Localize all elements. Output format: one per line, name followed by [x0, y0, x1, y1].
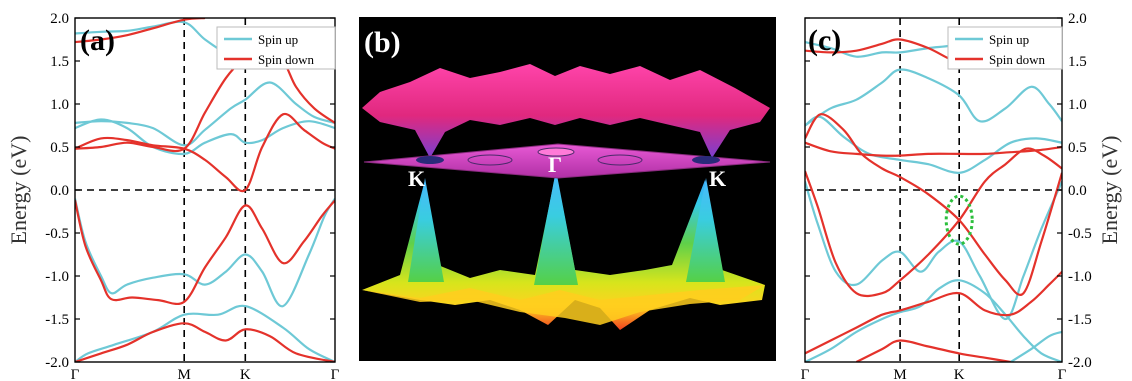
- spin-up-band-4-a: [75, 81, 335, 147]
- contour-1: [467, 154, 513, 166]
- legend-label-spin-down-a: Spin down: [258, 52, 314, 67]
- spin-down-band-1-a: [75, 322, 335, 362]
- legend-label-spin-up-a: Spin up: [258, 32, 298, 47]
- spin-up-band-1-a: [75, 304, 335, 362]
- y-axis-label-c: Energy (eV): [1097, 136, 1122, 245]
- valence-band-floor: [362, 285, 765, 325]
- spin-down-band-2-a: [75, 199, 335, 306]
- spin-up-band-1-c: [805, 180, 1062, 321]
- spin-up-band-3-a: [75, 118, 335, 156]
- k-point-label-right: K: [709, 166, 726, 191]
- y-tick-label-a: -1.0: [45, 269, 69, 285]
- legend-c: Spin up Spin down: [947, 26, 1063, 70]
- panel-label-c: (c): [808, 24, 841, 57]
- spin-up-band-5-c: [805, 68, 1062, 127]
- spin-up-band-4-c: [805, 115, 1062, 174]
- x-tick-label-γ-a: Γ: [71, 367, 80, 381]
- panel-label-a: (a): [80, 24, 115, 57]
- contour-2: [597, 154, 643, 166]
- x-tick-label-m-a: M: [178, 367, 191, 381]
- panel-label-b: (b): [364, 26, 401, 59]
- y-axis-label-a: Energy (eV): [6, 136, 31, 245]
- dirac-point-right: [692, 156, 720, 164]
- x-tick-label-k-a: K: [240, 367, 251, 381]
- y-tick-label-a: -1.5: [45, 312, 69, 328]
- spin-up-band-2-c: [805, 279, 1062, 362]
- y-tick-label-c: 1.5: [1068, 54, 1087, 70]
- x-tick-label-γ-c: Γ: [1058, 367, 1067, 381]
- spin-down-band-3-c: [805, 113, 1062, 296]
- y-tick-label-a: 2.0: [50, 11, 69, 27]
- cone-center: [534, 170, 578, 285]
- y-tick-label-c: 2.0: [1068, 11, 1087, 27]
- k-point-label-left: K: [408, 166, 425, 191]
- y-tick-label-c: -2.0: [1068, 355, 1092, 371]
- y-tick-label-c: 1.0: [1068, 97, 1087, 113]
- x-tick-label-γ-a: Γ: [331, 367, 340, 381]
- gamma-point-label: Γ: [548, 152, 562, 177]
- legend-box-a: [216, 26, 336, 70]
- spin-down-band-4-c: [805, 141, 1062, 157]
- y-tick-label-c: -0.5: [1068, 226, 1092, 242]
- band-structure-panel-a: -2.0-1.5-1.0-0.50.00.51.01.52.0Γ M K Γ (a) …: [6, 11, 340, 381]
- cone-left: [408, 178, 444, 282]
- legend-label-spin-up-c: Spin up: [989, 32, 1029, 47]
- legend-box-c: [947, 26, 1063, 70]
- spin-up-band-3-c: [1010, 330, 1062, 362]
- spin-down-band-6-c: [855, 339, 1011, 362]
- spin-down-band-2-c: [805, 270, 1062, 355]
- y-tick-label-c: 0.5: [1068, 140, 1087, 156]
- spin-down-band-3-a: [75, 112, 335, 193]
- spin-down-band-1-c: [805, 147, 1062, 298]
- plot-area-c: -2.0 -1.5 -1.0 -0.5 0.0 0.5 1.0 1.5 2.0 Γ M K Γ: [801, 11, 1092, 381]
- x-tick-label-γ-c: Γ: [801, 367, 810, 381]
- y-tick-label-a: 1.0: [50, 97, 69, 113]
- gamma-point-contour: [537, 147, 575, 157]
- spin-down-band-5-a: [75, 18, 206, 44]
- y-tick-label-c: -1.0: [1068, 269, 1092, 285]
- brillouin-zone-plane: [363, 143, 771, 179]
- legend-label-spin-down-c: Spin down: [989, 52, 1045, 67]
- brillouin-zone-3d-panel: (b) K Γ K: [359, 17, 776, 361]
- bands-a: [75, 18, 335, 362]
- y-tick-label-a: 1.5: [50, 54, 69, 70]
- y-tick-label-c: -1.5: [1068, 312, 1092, 328]
- cone-right: [686, 178, 725, 282]
- y-tick-label-a: 0.5: [50, 140, 69, 156]
- y-tick-label-a: 0.0: [50, 183, 69, 199]
- spin-down-band-4-a: [75, 42, 335, 153]
- y-tick-label-a: -2.0: [45, 355, 69, 371]
- dirac-cone-highlight-ellipse: [944, 194, 974, 246]
- legend-a: Spin up Spin down: [216, 26, 336, 70]
- y-tick-label-c: 0.0: [1068, 183, 1087, 199]
- x-tick-label-m-c: M: [893, 367, 906, 381]
- spin-up-band-2-a: [75, 198, 335, 308]
- conduction-band-surface: [362, 64, 770, 158]
- y-tick-label-a: -0.5: [45, 226, 69, 242]
- x-tick-label-k-c: K: [954, 367, 965, 381]
- dirac-point-left: [416, 156, 444, 164]
- bands-c: [805, 18, 1062, 362]
- band-structure-panel-c: -2.0-1.5-1.0-0.50.00.51.01.52.0Γ M K Γ (c) …: [801, 11, 1122, 381]
